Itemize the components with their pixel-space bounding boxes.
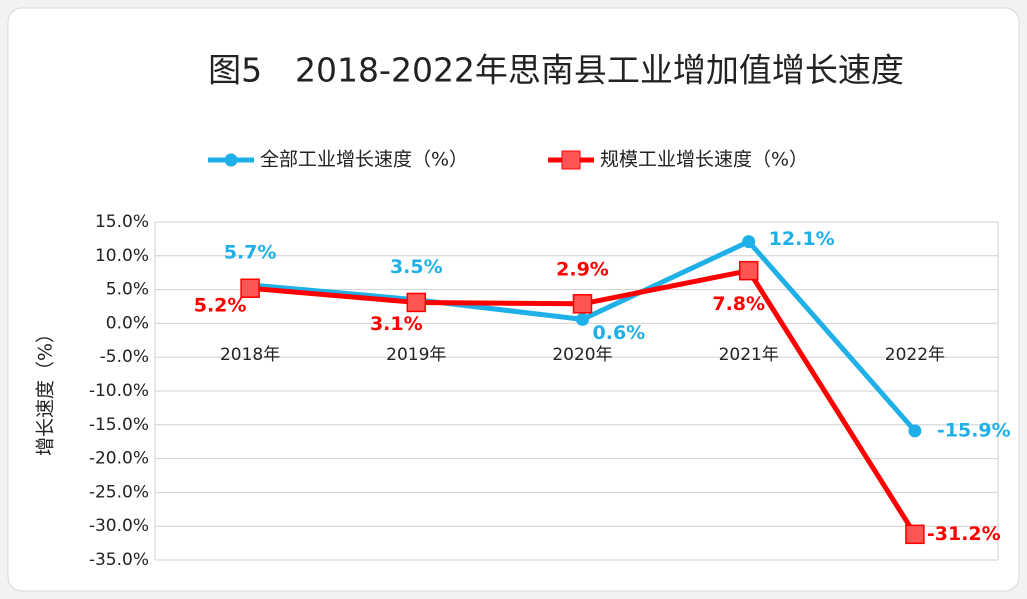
y-tick-label: -5.0%: [100, 347, 149, 367]
y-tick-label: 10.0%: [95, 246, 149, 266]
y-tick-label: -10.0%: [89, 381, 149, 401]
point-marker: [576, 312, 589, 326]
y-tick-label: -30.0%: [89, 516, 149, 536]
x-tick-label: 2022年: [885, 345, 945, 365]
legend: 全部工业增长速度（%） 规模工业增长速度（%）: [208, 149, 808, 171]
legend-marker: [224, 153, 238, 167]
legend-label: 规模工业增长速度（%）: [600, 149, 808, 171]
point-marker: [742, 235, 756, 249]
chart-title: 图5 2018-2022年思南县工业增加值增长速度: [208, 51, 904, 90]
y-tick-label: -20.0%: [89, 449, 149, 469]
data-label: 12.1%: [769, 228, 835, 250]
point-marker: [572, 294, 593, 314]
data-label: 5.2%: [194, 295, 247, 317]
point-marker: [908, 424, 922, 438]
data-label: 5.7%: [224, 241, 277, 263]
data-label: 7.8%: [712, 293, 765, 315]
y-tick-label: -35.0%: [89, 550, 149, 570]
y-tick-label: 5.0%: [106, 280, 149, 300]
data-label: -15.9%: [937, 419, 1011, 441]
point-marker: [240, 278, 260, 298]
x-tick-label: 2018年: [220, 345, 280, 365]
legend-marker: [561, 150, 581, 170]
y-tick-label: -25.0%: [89, 482, 149, 502]
data-label: 2.9%: [556, 258, 609, 280]
y-axis-label: 增长速度（%）: [35, 324, 57, 456]
legend-label: 全部工业增长速度（%）: [260, 149, 468, 171]
x-tick-label: 2019年: [386, 345, 446, 365]
y-tick-label: 15.0%: [95, 212, 149, 232]
point-marker: [738, 260, 759, 281]
chart-card: [7, 7, 1020, 592]
data-label: 3.5%: [390, 256, 443, 278]
x-tick-label: 2020年: [552, 345, 612, 365]
y-tick-label: -15.0%: [89, 415, 149, 435]
data-label: -31.2%: [927, 523, 1001, 545]
data-label: 3.1%: [370, 313, 423, 335]
y-tick-label: 0.0%: [106, 313, 149, 333]
point-marker: [905, 524, 925, 545]
x-tick-label: 2021年: [719, 345, 779, 365]
point-marker: [406, 292, 427, 313]
data-label: 0.6%: [593, 322, 646, 344]
